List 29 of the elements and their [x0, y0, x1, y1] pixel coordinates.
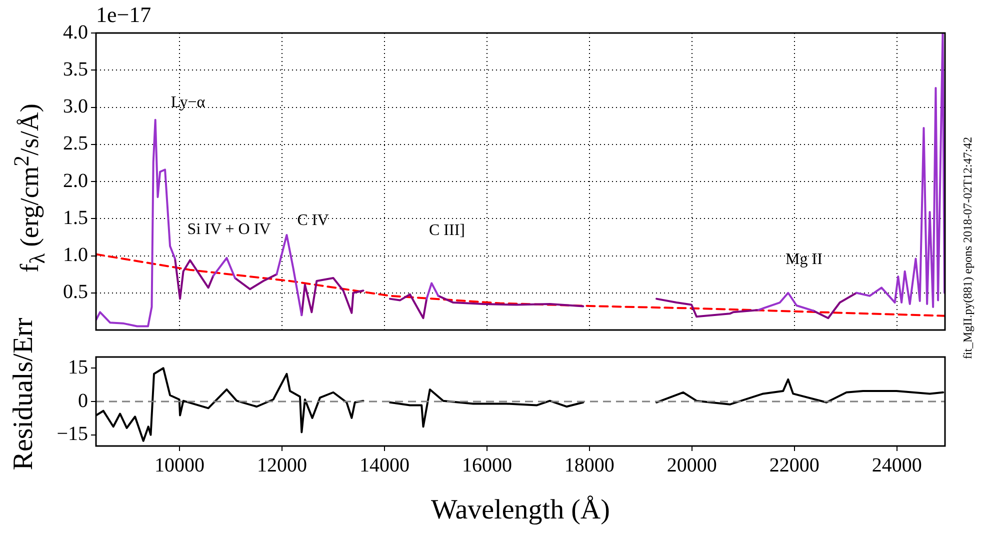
line-series — [96, 253, 945, 317]
y-tick-label: 3.0 — [63, 96, 88, 118]
x-tick-label: 16000 — [462, 454, 512, 476]
annotation: Mg II — [786, 251, 822, 269]
x-tick-label: 14000 — [359, 454, 410, 476]
y-tick-label: 1.0 — [63, 244, 88, 266]
x-tick-label: 18000 — [564, 454, 614, 476]
x-axis-title: Wavelength (Å) — [431, 494, 610, 526]
annotation: Si IV + O IV — [187, 221, 271, 239]
x-tick-label: 10000 — [154, 454, 205, 476]
annotation: C III] — [429, 222, 465, 240]
y-axis-title: Residuals/Err — [8, 318, 40, 470]
y-tick-label: −15 — [56, 423, 88, 446]
y-tick-label: 2.5 — [63, 132, 88, 155]
x-tick-label: 20000 — [666, 454, 717, 476]
y-tick-label: 0 — [78, 390, 88, 412]
annotation: C IV — [297, 212, 329, 230]
annotation: Ly−α — [170, 94, 206, 112]
x-tick-label: 12000 — [256, 454, 307, 476]
y-tick-label: 15 — [68, 356, 88, 378]
x-tick-label: 24000 — [872, 454, 922, 476]
text: 1e−17 — [96, 2, 152, 28]
y-tick-label: 0.5 — [63, 281, 88, 304]
y-tick-label: 2.0 — [63, 170, 88, 192]
y-tick-label: 1.5 — [63, 206, 88, 229]
y-tick-label: 4.0 — [63, 21, 88, 44]
x-tick-label: 22000 — [769, 454, 820, 476]
text: fit_MgII.py(881) epons 2018-07-02T12:47:42 — [960, 136, 976, 360]
y-tick-label: 3.5 — [63, 58, 88, 80]
